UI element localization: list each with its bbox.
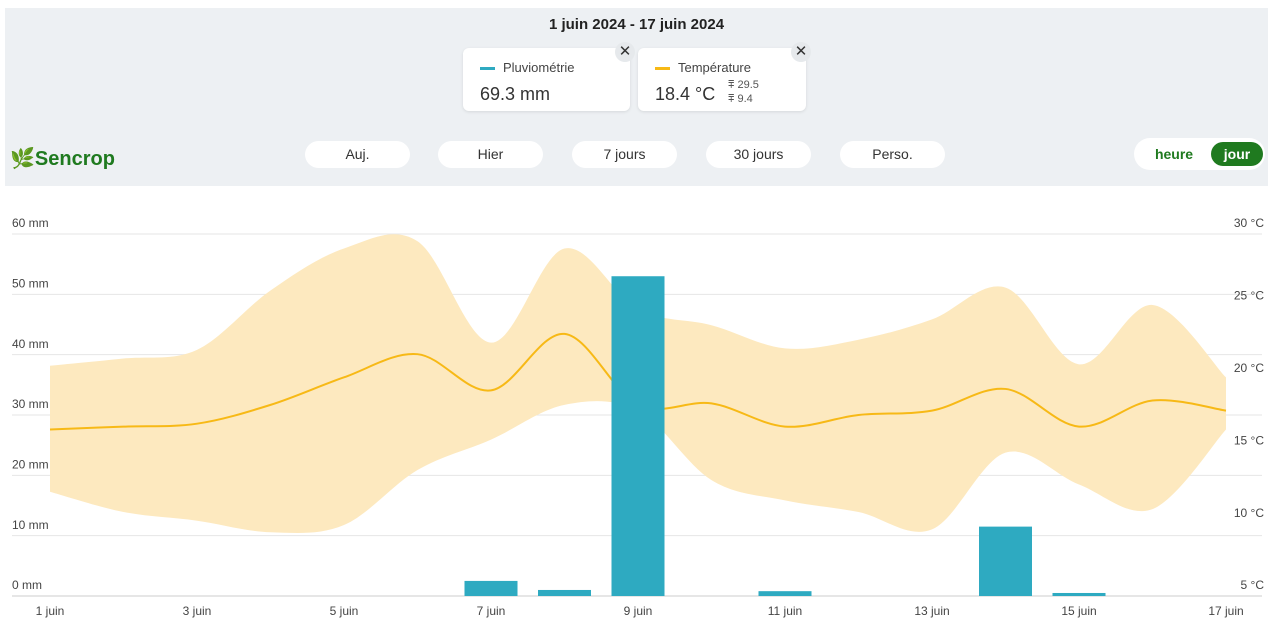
logo[interactable]: 🌿Sencrop: [10, 148, 115, 170]
y2-tick-label: 15 °C: [1234, 433, 1264, 447]
x-tick-label: 5 juin: [330, 604, 359, 618]
logo-text: Sencrop: [34, 148, 115, 170]
temp-avg: 18.4 °C: [655, 84, 716, 104]
period-button[interactable]: 7 jours: [572, 141, 677, 168]
rain-bar: [464, 580, 518, 596]
x-tick-label: 3 juin: [183, 604, 212, 618]
rain-legend: Pluviométrie: [480, 60, 575, 75]
y2-tick-label: 30 °C: [1234, 216, 1264, 230]
date-range[interactable]: 1 juin 2024 - 17 juin 2024: [548, 16, 725, 33]
toggle-day[interactable]: jour: [1211, 142, 1263, 166]
x-tick-label: 1 juin: [36, 604, 65, 618]
y-tick-label: 40 mm: [12, 337, 49, 351]
close[interactable]: ✕: [615, 42, 635, 62]
x-tick-label: 7 juin: [477, 604, 506, 618]
rain-card: Pluviométrie 69.3 mm ✕: [463, 42, 635, 111]
rain-name: Pluviométrie: [503, 60, 575, 75]
toggle: heure jour: [1134, 138, 1265, 170]
x-tick-label: 13 juin: [914, 604, 949, 618]
rain-bar: [611, 276, 665, 596]
x-tick-label: 17 juin: [1208, 604, 1243, 618]
y2-tick-label: 25 °C: [1234, 289, 1264, 303]
period-button[interactable]: 30 jours: [706, 141, 811, 168]
toggle-hour[interactable]: heure: [1154, 146, 1194, 162]
y-tick-label: 20 mm: [12, 458, 49, 472]
y-tick-label: 0 mm: [12, 578, 42, 592]
rain-bar: [538, 589, 591, 596]
y2-tick-label: 5 °C: [1241, 578, 1265, 592]
y2-tick-label: 10 °C: [1234, 506, 1264, 520]
y-tick-label: 60 mm: [12, 216, 49, 230]
x-tick-label: 15 juin: [1061, 604, 1096, 618]
period-button[interactable]: Auj.: [305, 141, 410, 168]
rain-bar: [979, 526, 1032, 596]
header: 1 juin 2024 - 17 juin 2024 Pluviométrie …: [5, 8, 1268, 186]
temp-name: Température: [678, 60, 751, 75]
rain-bar: [1052, 592, 1106, 596]
period-button[interactable]: Perso.: [840, 141, 945, 168]
temp-min-value: 9.4: [737, 93, 753, 105]
period-button[interactable]: Hier: [438, 141, 543, 168]
temp-card: Température 18.4 °C ⩱ 29.5 ⩱ 9.4 ✕: [638, 42, 811, 111]
y2-tick-label: 20 °C: [1234, 361, 1264, 375]
temp-max: ⩱ 29.5: [728, 79, 759, 91]
temp-legend: Température: [655, 60, 751, 75]
rain-bar: [758, 591, 812, 596]
y-tick-label: 50 mm: [12, 277, 49, 291]
temp-min: ⩱ 9.4: [728, 93, 753, 105]
y-tick-label: 10 mm: [12, 518, 49, 532]
x-tick-label: 11 juin: [768, 604, 802, 618]
rain-total: 69.3 mm: [480, 84, 551, 104]
close[interactable]: ✕: [791, 42, 811, 62]
x-tick-label: 9 juin: [624, 604, 653, 618]
y-tick-label: 30 mm: [12, 397, 49, 411]
temp-max-value: 29.5: [737, 79, 759, 91]
